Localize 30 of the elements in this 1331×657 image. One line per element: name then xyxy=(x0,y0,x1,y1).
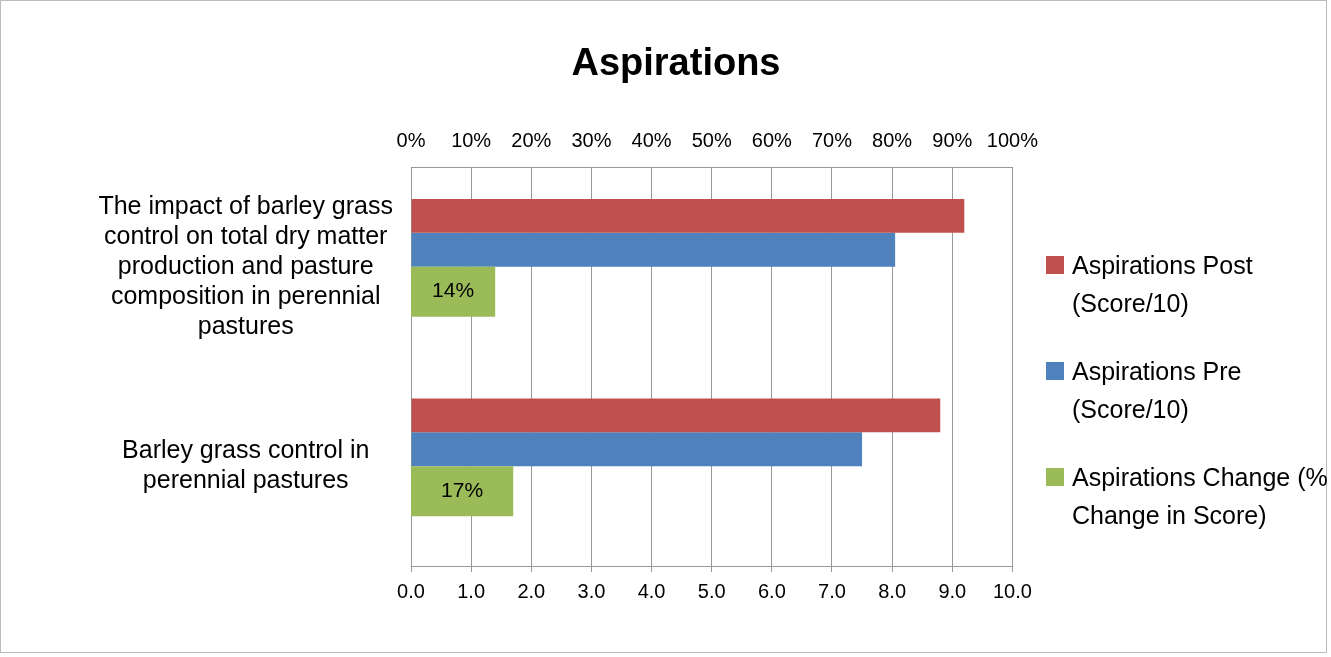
y-tick-label: The impact of barley grass control on total dry matter production and pasture composition in perennial pastures xyxy=(98,190,394,339)
legend-label: Aspirations Post (Score/10) xyxy=(1072,250,1254,319)
x-tick-label: 8.0 xyxy=(878,579,907,602)
x-tick-label: 10.0 xyxy=(992,579,1032,602)
x2-tick-label: 10% xyxy=(451,128,492,151)
legend-label: Aspirations Pre (Score/10) xyxy=(1072,356,1243,425)
x2-tick-label: 20% xyxy=(511,128,552,151)
x-tick-label: 3.0 xyxy=(577,579,606,602)
x2-tick-label: 80% xyxy=(872,128,913,151)
x-tick-label: 0.0 xyxy=(397,579,425,602)
x2-tick-label: 60% xyxy=(751,128,793,151)
x2-tick-label: 50% xyxy=(691,128,732,151)
legend-label: Aspirations Change (% Change in Score) xyxy=(1072,462,1329,531)
y-tick-label: Barley grass control in perennial pastures xyxy=(122,435,370,494)
x-tick-label: 2.0 xyxy=(517,579,546,602)
x2-tick-label: 70% xyxy=(811,128,853,151)
chart-title: Aspirations xyxy=(570,41,782,84)
x-tick-label: 6.0 xyxy=(757,579,786,602)
x2-tick-label: 40% xyxy=(631,128,672,151)
x-tick-label: 7.0 xyxy=(818,579,846,602)
x2-tick-label: 30% xyxy=(571,128,612,151)
data-label: 17% xyxy=(441,477,484,501)
x-tick-label: 5.0 xyxy=(697,579,726,602)
x2-tick-label: 0% xyxy=(396,128,426,151)
data-label: 14% xyxy=(432,278,475,302)
x-tick-label: 1.0 xyxy=(457,579,486,602)
x2-tick-label: 100% xyxy=(986,128,1039,151)
x2-tick-label: 90% xyxy=(932,128,973,151)
x-tick-label: 4.0 xyxy=(637,579,666,602)
x-tick-label: 9.0 xyxy=(938,579,967,602)
